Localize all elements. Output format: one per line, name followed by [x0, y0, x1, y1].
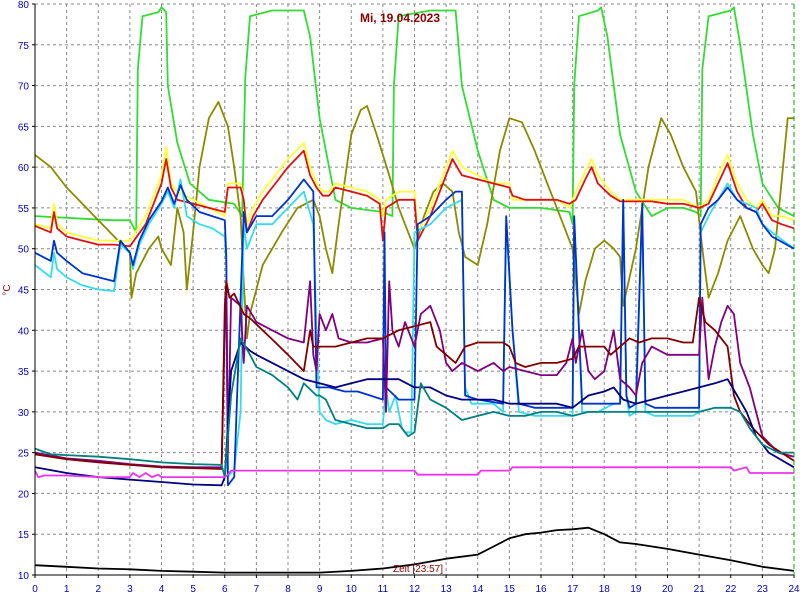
x-tick-label: 16 — [535, 584, 547, 595]
y-tick-label: 10 — [18, 571, 30, 582]
x-tick-label: 24 — [788, 584, 800, 595]
x-tick-label: 6 — [222, 584, 228, 595]
x-tick-label: 13 — [441, 584, 453, 595]
x-tick-label: 8 — [285, 584, 291, 595]
series-line-12 — [34, 526, 795, 574]
series-line-6 — [34, 178, 795, 487]
x-tick-label: 2 — [95, 584, 101, 595]
y-tick-label: 35 — [18, 367, 30, 378]
y-tick-label: 30 — [18, 408, 30, 419]
y-tick-label: 55 — [18, 204, 30, 215]
x-tick-label: 22 — [725, 584, 737, 595]
series-lines — [34, 6, 795, 574]
x-tick-label: 12 — [409, 584, 421, 595]
x-tick-label: 23 — [757, 584, 769, 595]
x-tick-label: 21 — [694, 584, 706, 595]
y-tick-label: 20 — [18, 489, 30, 500]
x-tick-label: 15 — [504, 584, 516, 595]
x-tick-label: 11 — [378, 584, 389, 595]
x-tick-label: 9 — [317, 584, 323, 595]
chart-title: Mi, 19.04.2023 — [360, 11, 440, 25]
grid — [35, 3, 794, 575]
y-tick-label: 15 — [18, 530, 30, 541]
x-tick-label: 19 — [630, 584, 642, 595]
y-tick-label: 70 — [18, 82, 30, 93]
x-tick-label: 1 — [64, 584, 70, 595]
series-line-8 — [34, 280, 795, 470]
series-line-7 — [34, 280, 795, 469]
series-line-9 — [34, 341, 795, 487]
x-tick-label: 5 — [190, 584, 196, 595]
x-tick-label: 14 — [472, 584, 484, 595]
x-tick-label: 10 — [346, 584, 358, 595]
x-axis-label: Zeit [23:57] — [393, 564, 443, 575]
y-tick-label: 60 — [18, 163, 30, 174]
y-tick-label: 25 — [18, 449, 30, 460]
y-tick-label: 75 — [18, 41, 30, 52]
x-tick-label: 18 — [599, 584, 611, 595]
y-tick-label: 50 — [18, 245, 30, 256]
y-axis-label: °C — [2, 284, 13, 295]
series-line-11 — [34, 466, 794, 478]
x-tick-label: 7 — [254, 584, 260, 595]
y-tick-label: 40 — [18, 326, 30, 337]
x-tick-label: 4 — [159, 584, 165, 595]
series-line-10 — [34, 337, 794, 478]
series-line-2 — [34, 101, 794, 340]
y-tick-label: 65 — [18, 122, 30, 133]
x-tick-label: 17 — [567, 584, 579, 595]
x-tick-label: 3 — [127, 584, 133, 595]
x-tick-label: 0 — [32, 584, 38, 595]
x-tick-label: 20 — [662, 584, 674, 595]
series-line-4 — [34, 149, 795, 248]
y-tick-label: 45 — [18, 286, 30, 297]
y-tick-label: 80 — [18, 0, 30, 11]
